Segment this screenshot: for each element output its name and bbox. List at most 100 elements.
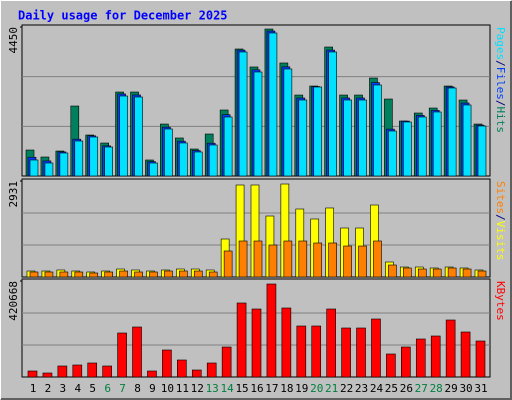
bar: [74, 140, 84, 177]
bar: [296, 325, 307, 378]
x-tick-label: 8: [134, 382, 141, 395]
bar: [388, 264, 397, 278]
x-tick-label: 21: [325, 382, 338, 395]
bar: [371, 318, 381, 378]
bar: [223, 116, 233, 177]
x-tick-label: 11: [176, 382, 189, 395]
y-tick-label: 420668: [7, 281, 20, 321]
bar: [238, 240, 248, 278]
bar: [432, 268, 442, 278]
bar: [251, 308, 262, 378]
bar: [415, 338, 426, 378]
bar: [104, 146, 113, 177]
x-tick-label: 23: [355, 382, 368, 395]
bar: [162, 349, 172, 378]
bar: [313, 242, 323, 278]
bar: [134, 271, 143, 278]
x-tick-label: 6: [104, 382, 111, 395]
y-tick-label: 2931: [7, 181, 20, 208]
bar: [147, 370, 157, 378]
bar: [87, 362, 98, 378]
legend-entry: Sites: [494, 181, 507, 214]
x-tick-label: 25: [385, 382, 398, 395]
x-tick-label: 4: [74, 382, 81, 395]
x-tick-label: 1: [30, 382, 37, 395]
bar: [132, 326, 142, 378]
bar: [179, 270, 188, 278]
bar: [373, 84, 382, 177]
legend: Sites/Visits: [494, 181, 507, 261]
bar: [432, 111, 442, 177]
bar: [223, 250, 233, 278]
bar: [44, 271, 54, 278]
bar: [102, 365, 112, 378]
bar: [326, 308, 336, 378]
legend-entry: Files: [494, 67, 507, 100]
legend-separator: /: [494, 214, 507, 221]
legend-separator: /: [494, 60, 507, 67]
bar: [328, 51, 337, 177]
x-tick-label: 16: [250, 382, 263, 395]
bar: [29, 271, 39, 278]
x-tick-label: 15: [235, 382, 248, 395]
bar: [358, 245, 367, 278]
bar: [27, 370, 38, 378]
bar: [417, 268, 427, 278]
bar: [179, 142, 188, 177]
bar: [447, 267, 457, 278]
bar: [266, 283, 277, 378]
bar: [430, 335, 441, 378]
bar: [193, 151, 203, 177]
bar: [72, 364, 83, 378]
legend-entry: Hits: [494, 107, 507, 134]
x-tick-label: 26: [400, 382, 413, 395]
bar: [253, 71, 263, 177]
x-tick-label: 2: [45, 382, 52, 395]
x-tick-label: 27: [415, 382, 428, 395]
bar: [403, 121, 412, 177]
bar: [268, 244, 278, 278]
x-tick-label: 13: [206, 382, 219, 395]
bar: [477, 270, 487, 278]
bar: [462, 104, 472, 177]
x-tick-label: 28: [430, 382, 443, 395]
bar: [281, 307, 292, 378]
x-tick-label: 3: [60, 382, 67, 395]
bar: [208, 271, 218, 278]
bar: [119, 270, 128, 278]
x-tick-label: 22: [340, 382, 353, 395]
bar: [236, 302, 247, 378]
bar: [268, 32, 278, 177]
x-tick-label: 17: [265, 382, 278, 395]
bar: [117, 332, 127, 378]
bar: [343, 99, 352, 177]
bar: [388, 130, 397, 177]
bar: [221, 346, 232, 378]
bar: [89, 272, 99, 278]
bar: [134, 96, 143, 177]
bar: [57, 365, 68, 378]
x-tick-label: 24: [370, 382, 384, 395]
x-tick-label: 20: [310, 382, 323, 395]
x-tick-label: 14: [221, 382, 235, 395]
y-tick-label: 4450: [7, 27, 20, 54]
bar: [386, 353, 396, 378]
x-tick-label: 9: [149, 382, 156, 395]
bar: [311, 325, 322, 378]
bar: [119, 95, 128, 177]
bar: [356, 327, 366, 378]
bar: [29, 159, 39, 177]
bar: [149, 162, 158, 177]
bar: [191, 369, 202, 378]
bar: [328, 242, 337, 278]
bar: [313, 86, 323, 177]
bar: [403, 267, 412, 278]
bar: [447, 87, 457, 177]
x-tick-label: 19: [295, 382, 308, 395]
bar: [238, 51, 248, 177]
bar: [74, 271, 84, 278]
x-tick-label: 31: [474, 382, 487, 395]
chart-title: Daily usage for December 2025: [18, 9, 228, 23]
bar: [462, 268, 472, 278]
